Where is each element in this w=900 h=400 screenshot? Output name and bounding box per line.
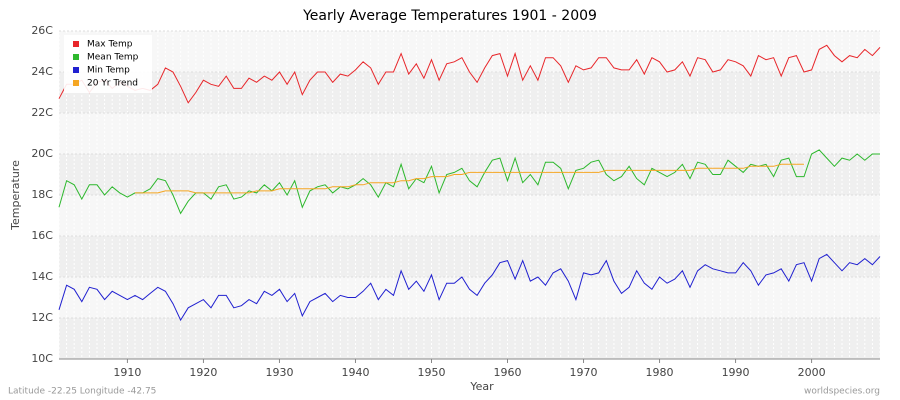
chart-title: Yearly Average Temperatures 1901 - 2009 xyxy=(302,8,597,24)
x-tick-label: 1950 xyxy=(417,366,445,379)
x-tick-label: 1960 xyxy=(494,366,522,379)
x-tick-label: 2000 xyxy=(798,366,826,379)
y-axis-label: Temperature xyxy=(9,160,22,231)
series-line xyxy=(135,163,804,194)
y-tick-label: 26C xyxy=(31,24,53,37)
legend-label: Max Temp xyxy=(87,40,133,50)
legend-swatch xyxy=(73,80,79,86)
y-tick-label: 12C xyxy=(31,311,53,324)
y-tick-label: 20C xyxy=(31,147,53,160)
x-tick-label: 1970 xyxy=(570,366,598,379)
x-axis-label: Year xyxy=(469,380,494,393)
y-tick-label: 16C xyxy=(31,229,53,242)
legend-swatch xyxy=(73,41,79,47)
x-tick-label: 1920 xyxy=(189,366,217,379)
y-tick-label: 24C xyxy=(31,65,53,78)
y-tick-label: 14C xyxy=(31,270,53,283)
series-line xyxy=(58,44,881,104)
x-tick-label: 1910 xyxy=(113,366,141,379)
legend-label: 20 Yr Trend xyxy=(87,79,138,89)
footer-right: worldspecies.org xyxy=(804,387,880,397)
x-tick-label: 1980 xyxy=(646,366,674,379)
legend-label: Mean Temp xyxy=(87,53,139,63)
legend-label: Min Temp xyxy=(87,66,130,76)
series-line xyxy=(58,253,881,322)
y-tick-label: 10C xyxy=(31,352,53,365)
footer-left: Latitude -22.25 Longitude -42.75 xyxy=(8,387,156,397)
legend-swatch xyxy=(73,67,79,73)
x-tick-label: 1990 xyxy=(722,366,750,379)
x-tick-label: 1930 xyxy=(265,366,293,379)
legend-swatch xyxy=(73,54,79,60)
legend: Max Temp Mean Temp Min Temp 20 Yr Trend xyxy=(64,35,152,93)
x-tick-label: 1940 xyxy=(341,366,369,379)
y-tick-label: 18C xyxy=(31,188,53,201)
y-tick-label: 22C xyxy=(31,106,53,119)
